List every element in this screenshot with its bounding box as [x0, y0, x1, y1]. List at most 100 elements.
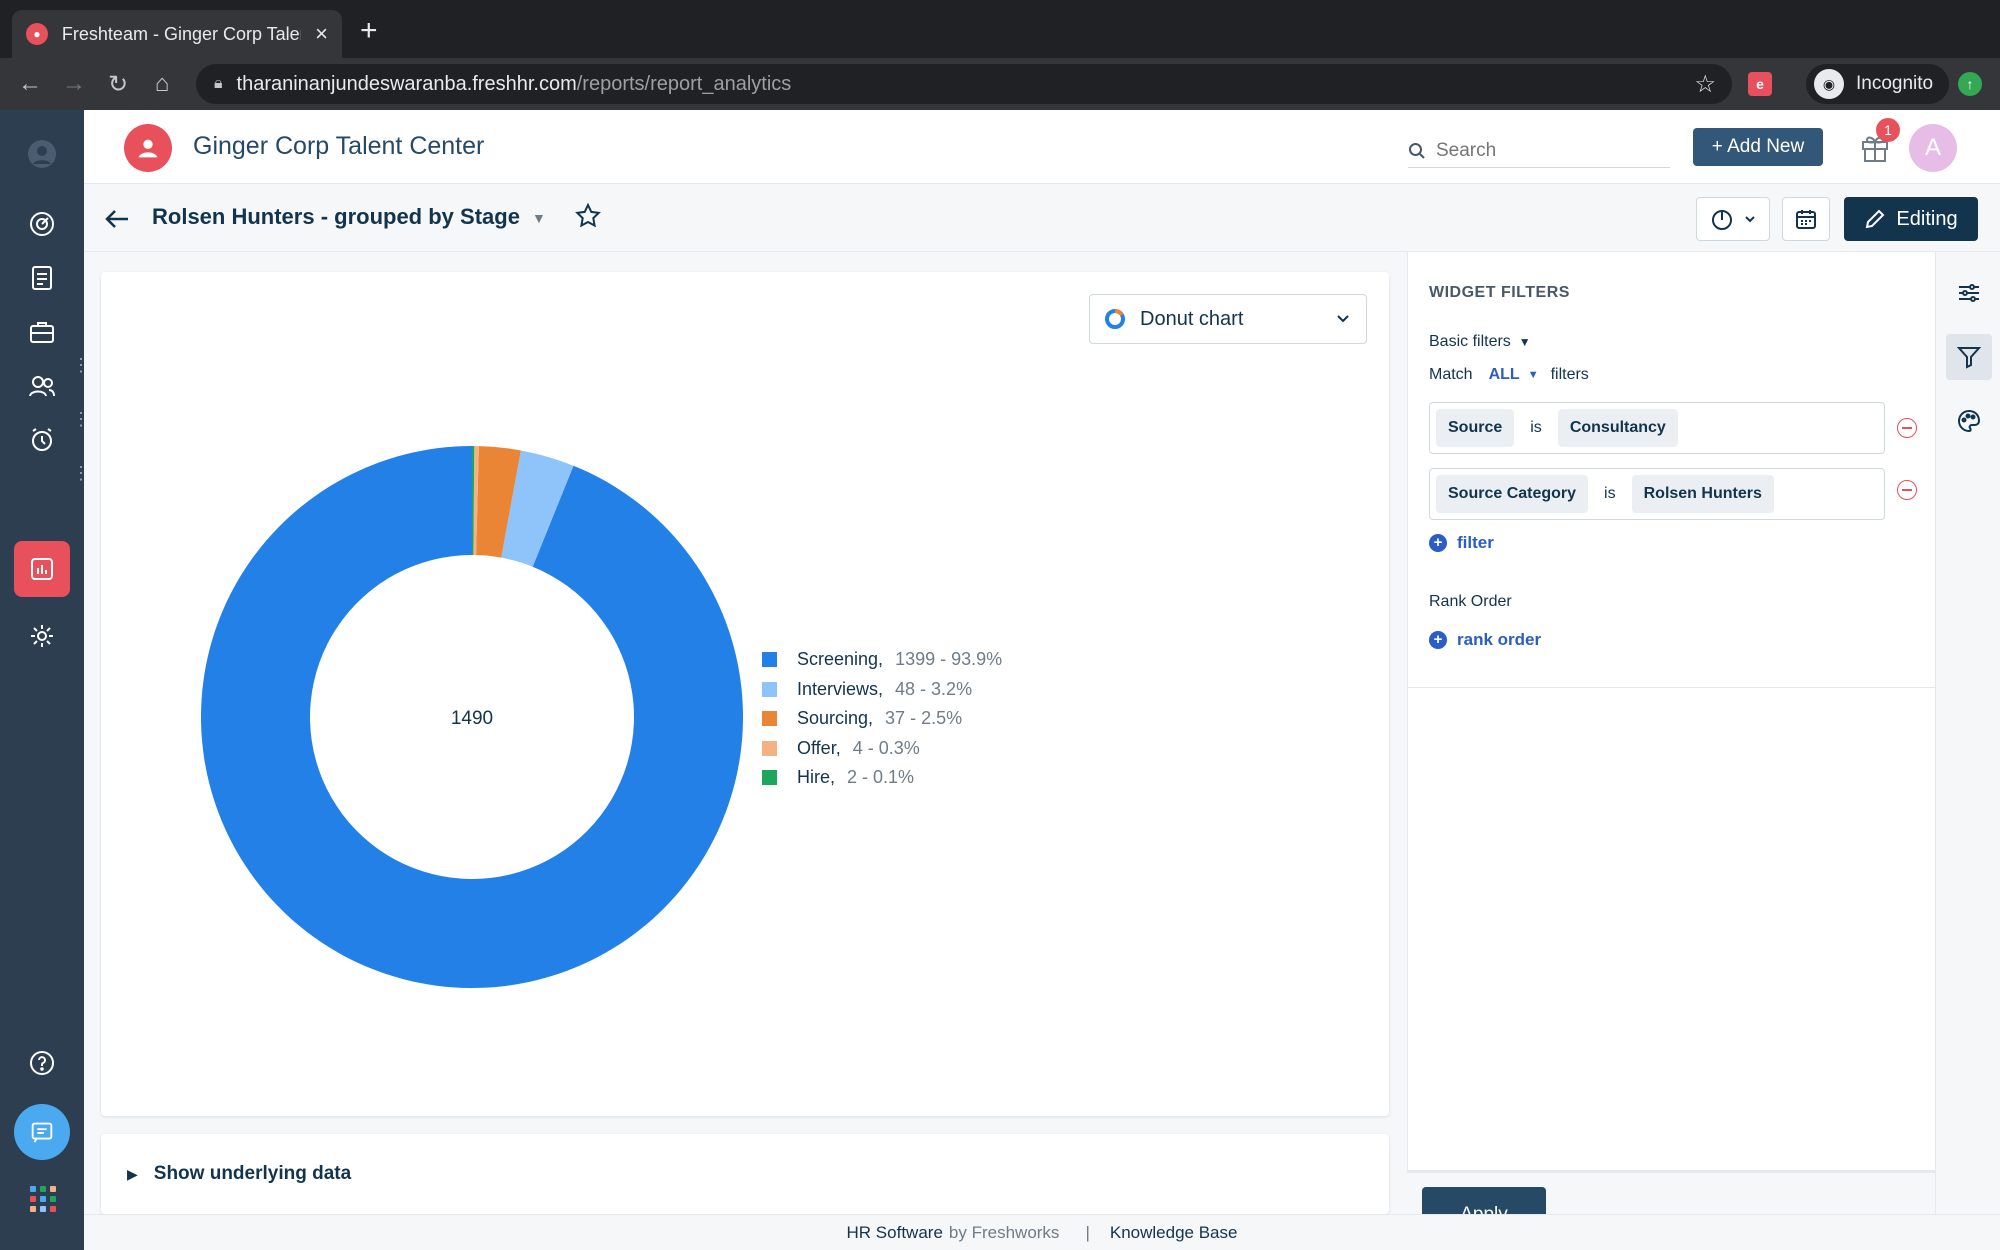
tasks-icon[interactable]	[14, 250, 70, 306]
filter-operator[interactable]: is	[1530, 419, 1542, 436]
caret-down-icon[interactable]: ▼	[1527, 369, 1539, 381]
add-new-button[interactable]: + Add New	[1693, 128, 1823, 166]
url-host: tharaninanjundeswaranba.freshhr.com	[236, 72, 577, 95]
legend-swatch	[762, 681, 777, 697]
add-rank-order-label: rank order	[1457, 630, 1542, 649]
chart-legend: Screening, 1399 - 93.9% Interviews, 48 - 3.…	[762, 645, 1002, 793]
reports-icon[interactable]	[14, 541, 70, 597]
legend-item-sourcing[interactable]: Sourcing, 37 - 2.5%	[762, 704, 1002, 734]
basic-filters-toggle[interactable]: Basic filters ▼	[1429, 333, 1531, 351]
settings-gear-icon[interactable]	[14, 608, 70, 664]
browser-toolbar: ← → ↻ ⌂ 🔒︎ tharaninanjundeswaranba.fresh…	[0, 58, 2000, 110]
filter-value-chip[interactable]: Rolsen Hunters	[1631, 475, 1774, 513]
calendar-icon	[1796, 210, 1816, 229]
footer-by: by Freshworks	[948, 1222, 1060, 1242]
address-bar[interactable]: 🔒︎ tharaninanjundeswaranba.freshhr.com/r…	[196, 64, 1732, 104]
donut-slice-interviews[interactable]	[501, 450, 574, 567]
plus-circle-icon: +	[1429, 534, 1447, 552]
editing-label: Editing	[1896, 207, 1958, 230]
filter-field-chip[interactable]: Source	[1436, 409, 1515, 447]
apps-grid-icon[interactable]	[30, 1186, 56, 1212]
update-icon[interactable]: ↑	[1958, 72, 1982, 96]
filter-value-chip[interactable]: Consultancy	[1557, 409, 1678, 447]
add-filter-link[interactable]: + filter	[1429, 533, 1494, 553]
export-icon	[1712, 210, 1732, 230]
title-dropdown-icon[interactable]: ▼	[532, 210, 546, 226]
donut-chart: 1490	[201, 446, 744, 989]
new-tab-icon[interactable]: +	[360, 14, 378, 47]
help-icon[interactable]	[14, 1035, 70, 1091]
candidates-more-icon[interactable]: ⋮	[72, 409, 90, 429]
back-arrow-icon[interactable]	[102, 204, 132, 234]
remove-filter-icon[interactable]	[1897, 418, 1917, 438]
forward-icon[interactable]: →	[62, 70, 86, 97]
jobs-briefcase-icon[interactable]	[14, 304, 70, 360]
donut-slice-screening[interactable]	[201, 446, 744, 989]
timeoff-alarm-icon[interactable]	[14, 412, 70, 468]
sliders-icon[interactable]	[1946, 270, 1992, 316]
brand-name: Ginger Corp Talent Center	[193, 132, 485, 160]
extension-icon[interactable]: e	[1748, 72, 1772, 96]
candidates-icon[interactable]	[14, 358, 70, 414]
right-rail	[1935, 252, 2000, 1250]
legend-swatch	[762, 740, 777, 756]
editing-button[interactable]: Editing	[1844, 197, 1978, 241]
close-tab-icon[interactable]: ×	[315, 21, 328, 46]
legend-item-screening[interactable]: Screening, 1399 - 93.9%	[762, 645, 1002, 675]
donut-chart-icon	[1105, 308, 1125, 329]
pencil-icon	[1866, 209, 1885, 229]
app-sidebar: ⋮ ⋮ ⋮	[0, 110, 90, 1250]
add-rank-order-link[interactable]: + rank order	[1429, 630, 1541, 650]
match-label: Match	[1429, 366, 1473, 383]
footer-product-link[interactable]: HR Software	[846, 1222, 943, 1242]
dashboard-icon[interactable]	[14, 196, 70, 252]
add-filter-label: filter	[1457, 533, 1494, 552]
donut-slice-hire[interactable]	[472, 446, 475, 556]
palette-icon[interactable]	[1946, 398, 1992, 444]
user-avatar[interactable]: A	[1909, 124, 1957, 172]
browser-tabstrip: ● Freshteam - Ginger Corp Talent Center …	[0, 0, 2000, 58]
home-icon[interactable]: ⌂	[154, 70, 170, 97]
profile-icon[interactable]	[14, 126, 70, 182]
donut-slice-sourcing[interactable]	[476, 446, 521, 558]
panel-footer-divider	[1408, 1170, 1936, 1173]
donut-slice-offer[interactable]	[473, 446, 479, 556]
rank-order-heading: Rank Order	[1429, 593, 1512, 610]
gift-icon[interactable]	[1858, 130, 1892, 164]
filter-row-source[interactable]: Source is Consultancy	[1429, 402, 1885, 454]
knowledge-base-link[interactable]: Knowledge Base	[1109, 1222, 1238, 1242]
reload-icon[interactable]: ↻	[107, 70, 129, 98]
bookmark-star-icon[interactable]: ☆	[1694, 71, 1716, 98]
chart-type-select[interactable]: Donut chart	[1089, 294, 1367, 344]
filter-field-chip[interactable]: Source Category	[1436, 475, 1589, 513]
chat-icon[interactable]	[14, 1104, 70, 1160]
report-title[interactable]: Rolsen Hunters - grouped by Stage	[152, 204, 520, 229]
legend-item-interviews[interactable]: Interviews, 48 - 3.2%	[762, 675, 1002, 705]
back-icon[interactable]: ←	[18, 70, 42, 97]
favorite-star-icon[interactable]	[574, 202, 602, 230]
incognito-indicator[interactable]: ◉ Incognito	[1806, 64, 1950, 104]
legend-item-hire[interactable]: Hire, 2 - 0.1%	[762, 763, 1002, 793]
incognito-label: Incognito	[1856, 73, 1934, 94]
timeoff-more-icon[interactable]: ⋮	[72, 463, 90, 483]
caret-down-icon: ▼	[1518, 335, 1531, 349]
legend-item-offer[interactable]: Offer, 4 - 0.3%	[762, 734, 1002, 764]
legend-swatch	[762, 711, 777, 727]
date-range-button[interactable]	[1782, 197, 1830, 241]
filters-section: WIDGET FILTERS Basic filters ▼ Match ALL ▼…	[1408, 252, 1936, 688]
export-button[interactable]	[1696, 197, 1770, 241]
underlying-data-card[interactable]: ▶ Show underlying data	[101, 1134, 1389, 1214]
search-field[interactable]	[1408, 134, 1670, 168]
chart-type-label: Donut chart	[1140, 307, 1244, 330]
freshteam-logo-icon[interactable]	[124, 124, 172, 172]
filter-row-source-category[interactable]: Source Category is Rolsen Hunters	[1429, 468, 1885, 520]
remove-filter-icon[interactable]	[1897, 480, 1917, 500]
show-underlying-data-label: Show underlying data	[153, 1163, 352, 1184]
widget-filters-heading: WIDGET FILTERS	[1429, 284, 1570, 301]
search-input[interactable]	[1436, 139, 1656, 162]
filter-funnel-icon[interactable]	[1946, 334, 1992, 380]
match-all-select[interactable]: ALL	[1488, 366, 1520, 383]
browser-tab[interactable]: ● Freshteam - Ginger Corp Talent Center …	[12, 10, 342, 58]
jobs-more-icon[interactable]: ⋮	[72, 355, 90, 375]
filter-operator[interactable]: is	[1604, 485, 1616, 502]
